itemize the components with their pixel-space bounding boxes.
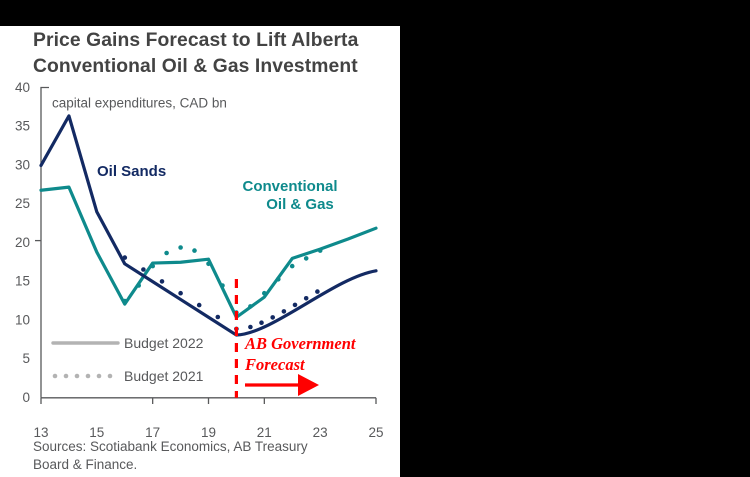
svg-text:25: 25 [368,425,383,440]
svg-text:Oil Sands: Oil Sands [97,163,166,180]
svg-text:15: 15 [15,274,30,289]
svg-text:40: 40 [15,80,30,95]
svg-text:20: 20 [15,235,30,250]
svg-text:30: 30 [15,158,30,173]
svg-text:capital expenditures, CAD bn: capital expenditures, CAD bn [52,96,227,111]
svg-text:Budget 2022: Budget 2022 [124,335,204,351]
svg-text:35: 35 [15,119,30,134]
svg-text:Budget 2021: Budget 2021 [124,368,204,384]
svg-text:0: 0 [22,390,30,405]
svg-text:AB Government: AB Government [244,334,356,353]
svg-text:25: 25 [15,196,30,211]
svg-text:Conventional: Conventional [242,178,337,195]
svg-text:Oil & Gas: Oil & Gas [266,196,334,213]
svg-text:10: 10 [15,312,30,327]
svg-text:Forecast: Forecast [244,355,305,374]
svg-text:5: 5 [22,351,30,366]
